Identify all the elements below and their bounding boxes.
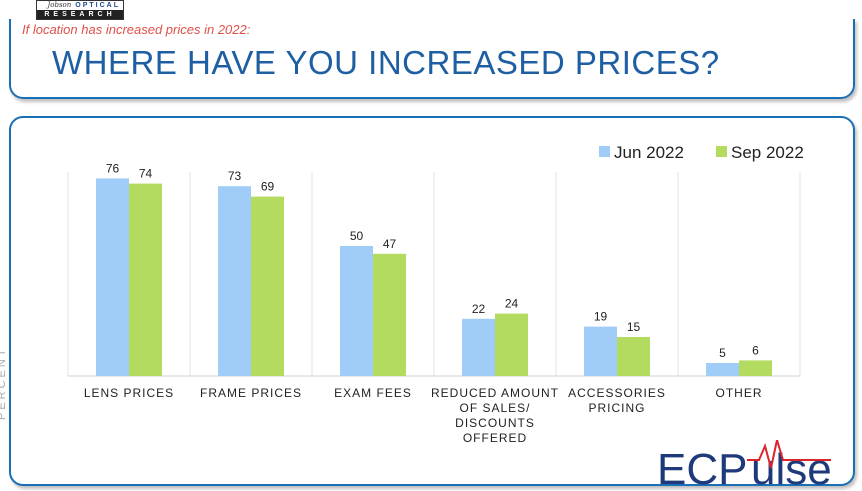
pulse-line-icon <box>747 440 831 469</box>
page-title: WHERE HAVE YOU INCREASED PRICES? <box>52 44 720 81</box>
category-label: REDUCED AMOUNT <box>431 386 559 400</box>
bar-jun-1 <box>218 186 251 376</box>
logo-top-text: OPTICAL <box>75 2 120 9</box>
category-label: DISCOUNTS <box>455 416 535 430</box>
data-label: 76 <box>106 161 120 175</box>
logo-bottom-text: RESEARCH <box>37 10 123 19</box>
bar-sep-2 <box>373 253 406 376</box>
brand-text-ulse: ulse <box>751 445 832 490</box>
bar-sep-3 <box>495 313 528 376</box>
ecpulse-logo: ECP ulse <box>657 440 832 490</box>
category-label: FRAME PRICES <box>200 386 302 400</box>
data-label: 15 <box>627 320 641 334</box>
category-label: ACCESSORIES <box>568 386 666 400</box>
category-label: OTHER <box>716 386 763 400</box>
data-label: 6 <box>752 343 759 357</box>
bar-sep-0 <box>129 183 162 376</box>
category-label: PRICING <box>588 401 645 415</box>
bar-sep-5 <box>739 360 772 376</box>
data-label: 73 <box>228 169 242 183</box>
bar-jun-3 <box>462 318 495 376</box>
data-label: 19 <box>594 310 608 324</box>
bar-jun-4 <box>584 326 617 376</box>
subtitle: If location has increased prices in 2022… <box>22 22 251 37</box>
brand-text-ecp: ECP <box>657 445 747 490</box>
bar-jun-0 <box>96 178 129 376</box>
data-label: 69 <box>261 180 275 194</box>
category-label: LENS PRICES <box>84 386 174 400</box>
header-panel <box>9 19 855 99</box>
category-label: EXAM FEES <box>334 386 412 400</box>
legend-entry: Jun 2022 <box>614 143 684 162</box>
legend-swatch <box>599 146 610 157</box>
data-label: 50 <box>350 229 364 243</box>
data-label: 5 <box>719 346 726 360</box>
data-label: 47 <box>383 237 397 251</box>
bar-sep-1 <box>251 196 284 376</box>
legend-swatch <box>716 146 727 157</box>
bar-jun-5 <box>706 363 739 376</box>
data-label: 74 <box>139 167 153 181</box>
data-label: 24 <box>505 297 519 311</box>
logo-prefix: Jobson <box>47 1 72 9</box>
jobson-logo: Jobson OPTICAL RESEARCH <box>36 0 124 20</box>
category-label: OF SALES/ <box>459 401 530 415</box>
data-label: 22 <box>472 302 486 316</box>
chart-panel <box>9 116 855 486</box>
legend-entry: Sep 2022 <box>731 143 804 162</box>
category-label: OFFERED <box>463 431 527 445</box>
bar-sep-4 <box>617 337 650 376</box>
bar-jun-2 <box>340 246 373 376</box>
